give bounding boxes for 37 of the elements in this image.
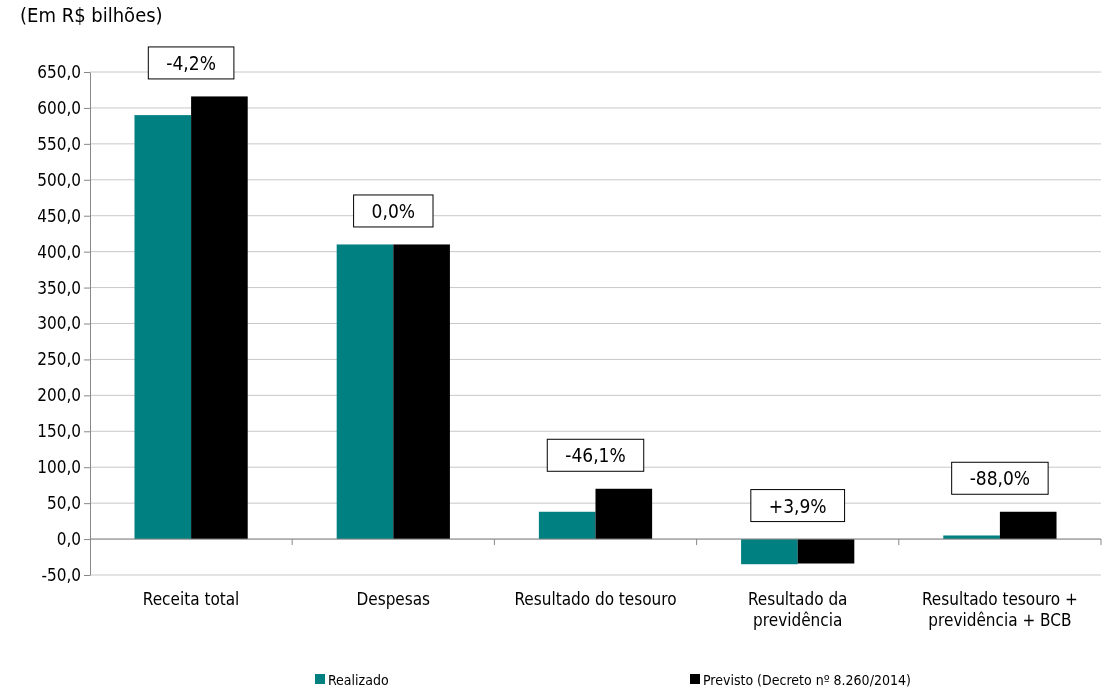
bar [191, 96, 248, 540]
bar [999, 511, 1057, 540]
y-tick-label: 650,0 [37, 61, 81, 82]
annotation: -88,0% [969, 467, 1031, 490]
x-tick-label: Resultado tesouro + previdência + BCB [921, 589, 1078, 631]
bar [393, 244, 450, 540]
y-tick-label: 150,0 [37, 421, 81, 442]
bar [595, 488, 653, 540]
y-tick-label: 50,0 [46, 493, 81, 514]
legend-label: Previsto (Decreto nº 8.260/2014) [703, 672, 911, 688]
y-tick-label: 450,0 [37, 205, 81, 226]
y-tick-label: 400,0 [37, 241, 81, 262]
bar [741, 539, 798, 565]
y-tick-label: 500,0 [37, 169, 81, 190]
legend-label: Realizado [328, 672, 389, 688]
bar [538, 511, 596, 540]
y-tick-label: 600,0 [37, 97, 81, 118]
x-tick-label: Despesas [356, 589, 431, 609]
y-tick-label: 550,0 [37, 133, 81, 154]
y-tick-label: 100,0 [37, 457, 81, 478]
y-tick-label: 350,0 [37, 277, 81, 298]
y-tick-label: -50,0 [41, 564, 81, 585]
y-tick-label: 250,0 [37, 349, 81, 370]
x-tick-label: Resultado da previdência [747, 589, 848, 631]
x-tick-label: Receita total [142, 589, 240, 609]
annotation: 0,0% [371, 199, 416, 222]
annotation: -4,2% [166, 51, 216, 74]
chart-title: (Em R$ bilhões) [20, 3, 163, 27]
annotation: +3,9% [768, 494, 827, 517]
bar [336, 244, 394, 540]
y-tick-label: 300,0 [37, 313, 81, 334]
annotation: -46,1% [565, 444, 626, 467]
y-tick-label: 200,0 [37, 385, 81, 406]
bar [797, 539, 855, 564]
bar [134, 115, 192, 540]
y-tick-label: 0,0 [56, 529, 81, 550]
x-tick-label: Resultado do tesouro [514, 589, 677, 609]
